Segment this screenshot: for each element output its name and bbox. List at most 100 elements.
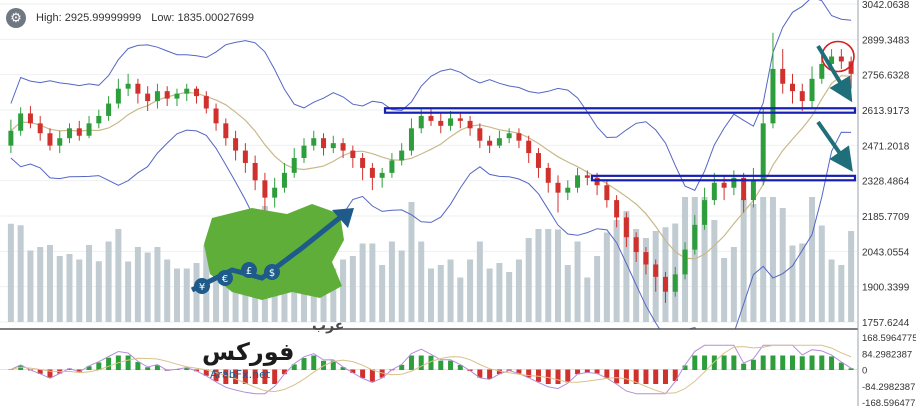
macd-histogram-bar [418, 355, 424, 370]
oscillator-panel [0, 328, 916, 406]
volume-bar [154, 247, 161, 322]
macd-histogram-bar [291, 364, 297, 370]
candle-body [780, 68, 786, 84]
macd-histogram-bar [496, 369, 502, 375]
macd-histogram-bar [750, 359, 756, 370]
volume-bar [506, 272, 513, 322]
candle-body [535, 153, 541, 168]
candle-body [711, 182, 717, 201]
macd-histogram-bar [682, 365, 688, 370]
trend-arrow-head [332, 208, 354, 228]
macd-histogram-bar [281, 369, 287, 375]
candle-body [555, 182, 561, 193]
candle-body [174, 93, 180, 99]
macd-histogram-bar [252, 369, 258, 384]
candle-body [164, 91, 170, 99]
currency-symbol: £ [246, 266, 252, 277]
volume-bar [642, 238, 649, 322]
candle-body [340, 143, 346, 151]
volume-bar [535, 229, 542, 322]
logo-group: ¥ € £ $ عرب فوركس ArabFx.net [190, 204, 354, 381]
macd-histogram-bar [721, 355, 727, 370]
volume-bar [809, 197, 816, 322]
candle-body [262, 180, 268, 198]
macd-histogram-bar [633, 369, 639, 384]
volume-bar [555, 229, 562, 322]
logo-arabic-main: فوركس [202, 338, 294, 366]
candle-body [399, 150, 405, 161]
candle-body [321, 138, 327, 149]
candle-body [829, 56, 835, 64]
candle-body [594, 177, 600, 186]
volume-bar [86, 245, 93, 322]
volume-bar [388, 241, 395, 322]
price-tick-label: 2613.9173 [862, 106, 910, 117]
candle-body [438, 120, 444, 126]
volume-bar [66, 254, 73, 322]
candle-body [789, 83, 795, 92]
volume-bar [467, 259, 474, 322]
macd-histogram-bar [653, 369, 659, 384]
macd-histogram-bar [67, 368, 73, 370]
price-tick-label: 3042.0638 [862, 0, 910, 11]
candle-body [379, 172, 385, 178]
macd-histogram-bar [662, 369, 668, 384]
currency-symbol: € [222, 274, 228, 285]
macd-histogram-bar [125, 355, 131, 370]
macd-histogram-bar [457, 365, 463, 370]
candle-body [662, 276, 668, 292]
candle-body [154, 91, 160, 102]
macd-histogram-bar [702, 355, 708, 370]
macd-histogram-bar [340, 367, 346, 370]
volume-bar [398, 250, 405, 322]
candle-body [672, 274, 678, 292]
oscillator-tick-label: 0 [862, 366, 867, 377]
volume-bar [476, 241, 483, 322]
currency-coin [194, 278, 210, 294]
macd-histogram-bar [37, 369, 43, 374]
candle-body [741, 177, 747, 201]
volume-bar [17, 225, 24, 322]
candle-body [682, 249, 688, 275]
candle-body [750, 180, 756, 201]
macd-histogram-bar [301, 357, 307, 370]
volume-bar [144, 252, 151, 322]
candle-body [57, 138, 63, 146]
candle-body [301, 145, 307, 159]
price-tick-label: 2328.4864 [862, 177, 910, 188]
candle-body [252, 162, 258, 181]
candle-body [18, 113, 24, 131]
candle-body [281, 172, 287, 188]
candle-body [506, 133, 512, 139]
volume-bar [369, 243, 376, 322]
macd-histogram-bar [330, 360, 336, 370]
candle-body [350, 150, 356, 159]
macd-histogram-bar [760, 355, 766, 370]
candle-body [565, 187, 571, 193]
candle-body [291, 158, 297, 173]
macd-histogram-bar [526, 369, 532, 378]
candle-body [360, 158, 366, 168]
candle-body [47, 133, 53, 146]
macd-histogram-bar [565, 369, 571, 383]
macd-histogram-bar [575, 369, 581, 375]
candle-body [721, 182, 727, 188]
gear-icon[interactable]: ⚙ [6, 8, 26, 28]
macd-histogram-bar [692, 355, 698, 370]
volume-bar [848, 231, 855, 322]
macd-histogram-bar [819, 355, 825, 370]
macd-histogram-bar [487, 369, 493, 379]
currency-symbol: ¥ [199, 282, 205, 293]
volume-bar [183, 268, 190, 322]
volume-bar [584, 277, 591, 322]
candle-body [496, 138, 502, 146]
volume-bar [701, 197, 708, 322]
volume-bar [633, 229, 640, 322]
candle-body [223, 123, 229, 139]
candle-body [702, 200, 708, 225]
macd-histogram-bar [643, 369, 649, 384]
moving-average-line [10, 75, 852, 260]
macd-histogram-bar [789, 355, 795, 370]
volume-bar [46, 245, 53, 322]
